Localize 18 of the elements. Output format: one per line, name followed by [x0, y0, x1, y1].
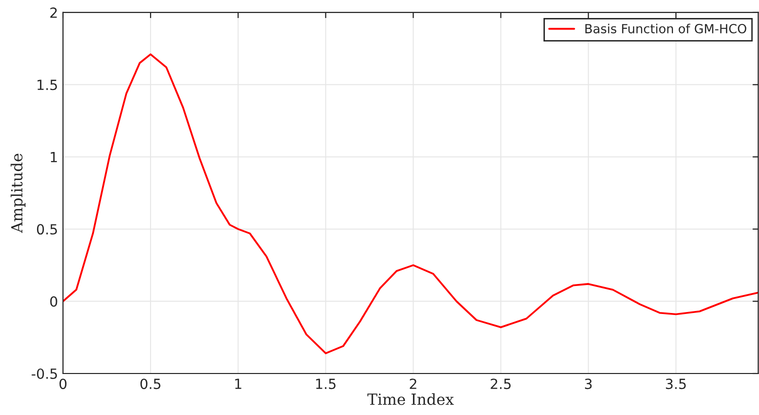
y-tick-label: 1	[50, 152, 57, 162]
x-tick-label: 1	[235, 378, 242, 389]
y-tick-label: 2	[50, 7, 57, 18]
y-tick-label: -0.5	[32, 368, 57, 379]
x-tick-label: 3	[585, 378, 592, 390]
y-tick-label: 0	[50, 296, 58, 307]
x-tick-label: 2	[410, 378, 416, 389]
x-tick-label: 3.5	[666, 378, 686, 390]
x-axis-title: Time Index	[367, 393, 454, 406]
y-tick-label: 0.5	[36, 224, 57, 235]
legend-label: Basis Function of GM-HCO	[585, 24, 746, 34]
line-series	[62, 53, 758, 354]
y-axis-title: Amplitude	[10, 154, 26, 234]
x-tick-label: 2.5	[490, 378, 511, 390]
y-tick-label: 1.5	[38, 80, 57, 90]
x-tick-label: 0	[59, 378, 66, 390]
x-tick-label: 1.5	[316, 378, 336, 390]
x-tick-label: 0.5	[140, 378, 160, 390]
